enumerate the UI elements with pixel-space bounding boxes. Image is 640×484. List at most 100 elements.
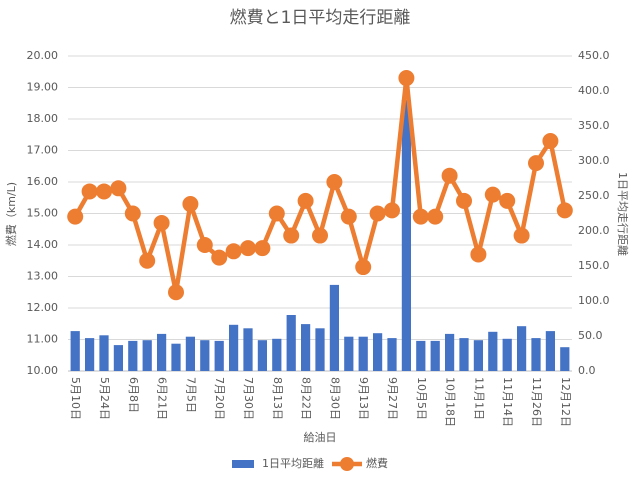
x-tick-label: 5月24日: [98, 377, 111, 420]
x-axis-title: 給油日: [304, 430, 337, 444]
legend-swatch: [340, 457, 354, 471]
bar: [185, 336, 196, 371]
marker: [254, 240, 271, 257]
x-tick-label: 11月26日: [530, 377, 543, 427]
bar: [214, 340, 224, 371]
bar: [430, 340, 440, 371]
bar: [372, 333, 383, 371]
marker: [542, 133, 559, 150]
x-tick-label: 7月5日: [184, 377, 197, 413]
marker: [211, 249, 228, 266]
y-tick-label: 20.00: [27, 49, 59, 62]
bar: [531, 338, 541, 371]
marker: [441, 167, 458, 184]
marker: [499, 192, 516, 209]
x-tick-label: 6月21日: [156, 377, 169, 420]
x-tick-label: 5月10日: [69, 377, 82, 420]
marker: [427, 208, 444, 225]
x-tick-label: 7月20日: [213, 377, 226, 420]
y-tick-label: 11.00: [27, 333, 59, 346]
marker: [283, 227, 300, 244]
bar: [243, 328, 253, 371]
marker: [340, 208, 357, 225]
bar: [473, 340, 484, 371]
bar: [560, 347, 570, 371]
marker: [297, 192, 314, 209]
marker: [225, 243, 242, 260]
marker: [240, 240, 256, 257]
marker: [139, 252, 156, 269]
y-tick-label: 13.00: [27, 270, 59, 283]
marker: [110, 180, 127, 197]
y-tick-label: 10.00: [27, 364, 59, 377]
marker: [528, 155, 544, 172]
x-tick-label: 9月13日: [357, 377, 370, 420]
marker: [369, 205, 386, 222]
bar: [156, 333, 167, 371]
bar: [171, 343, 181, 371]
marker: [168, 284, 184, 301]
bar: [358, 336, 368, 371]
y2-tick-label: 150.0: [578, 259, 610, 272]
bar: [387, 338, 397, 371]
y2-tick-label: 50.0: [578, 329, 603, 342]
y-tick-label: 15.00: [27, 207, 59, 220]
bar: [416, 340, 426, 371]
y-tick-label: 14.00: [27, 238, 59, 251]
y-tick-label: 17.00: [27, 144, 59, 157]
bar: [286, 315, 296, 371]
bar: [516, 326, 527, 371]
x-tick-label: 6月8日: [127, 377, 140, 413]
bar: [113, 345, 124, 371]
x-tick-label: 12月12日: [559, 377, 572, 427]
bar: [344, 336, 354, 371]
y2-tick-label: 400.0: [578, 84, 610, 97]
marker: [312, 227, 328, 244]
legend-label: 1日平均距離: [262, 456, 324, 470]
y2-tick-label: 0.0: [578, 364, 596, 377]
marker: [384, 202, 400, 219]
bar: [84, 338, 95, 371]
marker: [556, 202, 573, 219]
bar: [459, 338, 469, 371]
marker: [355, 259, 372, 276]
marker: [268, 205, 285, 222]
marker: [398, 70, 415, 87]
marker: [513, 227, 530, 244]
bar: [128, 340, 138, 371]
marker: [81, 183, 98, 200]
bar: [70, 331, 80, 371]
y2-tick-label: 250.0: [578, 189, 610, 202]
x-tick-label: 11月14日: [501, 377, 514, 427]
marker: [196, 237, 213, 253]
y2-tick-label: 300.0: [578, 154, 610, 167]
y2-tick-label: 100.0: [578, 294, 610, 307]
y2-tick-label: 200.0: [578, 224, 610, 237]
x-tick-label: 8月13日: [271, 377, 284, 420]
chart-title: 燃費と1日平均走行距離: [230, 8, 411, 28]
y-tick-label: 16.00: [27, 175, 59, 188]
y2-tick-label: 350.0: [578, 119, 610, 132]
y-tick-label: 18.00: [27, 112, 59, 125]
x-tick-label: 10月18日: [444, 377, 457, 427]
marker: [124, 205, 141, 222]
marker: [484, 186, 501, 203]
bar: [272, 338, 282, 371]
bar: [300, 324, 311, 371]
x-tick-label: 11月1日: [472, 377, 485, 420]
marker: [456, 192, 472, 209]
marker: [67, 208, 84, 225]
bar: [401, 100, 412, 371]
bar: [257, 340, 268, 371]
marker: [470, 246, 487, 263]
x-tick-label: 8月22日: [300, 377, 313, 420]
x-tick-label: 7月30日: [242, 377, 255, 420]
marker: [182, 196, 199, 213]
bar: [502, 338, 512, 371]
bar: [200, 340, 210, 371]
marker: [153, 214, 170, 231]
x-tick-label: 9月27日: [386, 377, 399, 420]
y-tick-label: 19.00: [27, 81, 59, 94]
bar: [444, 333, 455, 371]
